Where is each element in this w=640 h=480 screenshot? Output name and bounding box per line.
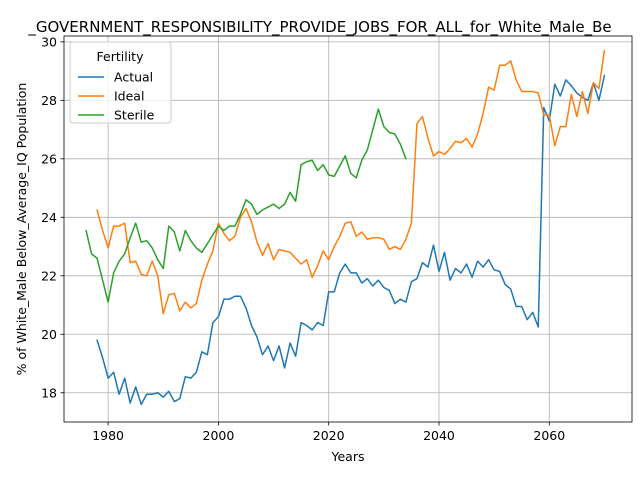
legend-label-sterile: Sterile — [114, 108, 155, 123]
plot-frame — [63, 35, 633, 423]
series-line-sterile — [85, 108, 407, 303]
legend-items: Actual Ideal Sterile — [78, 70, 155, 123]
legend-title: Fertility — [97, 49, 145, 64]
y-tick-label: 22 — [41, 268, 57, 283]
legend-label-actual: Actual — [114, 70, 153, 85]
axis-ticks: 1980 2000 2020 2040 2060 18 20 22 24 26 28 30 — [41, 34, 565, 443]
y-tick-label: 20 — [41, 327, 57, 342]
y-tick-label: 24 — [41, 210, 57, 225]
series-line-actual — [96, 74, 606, 406]
legend-box — [69, 41, 172, 124]
x-tick-label: 2020 — [313, 428, 345, 443]
y-tick-label: 26 — [41, 151, 57, 166]
y-tick-label: 30 — [41, 34, 57, 49]
legend: Fertility Actual Ideal Sterile — [69, 41, 172, 124]
y-tick-label: 28 — [41, 93, 57, 108]
series-line-ideal — [96, 49, 606, 315]
y-tick-label: 18 — [41, 385, 57, 400]
x-tick-label: 1980 — [92, 428, 124, 443]
x-tick-label: 2040 — [423, 428, 455, 443]
series-lines — [85, 49, 606, 406]
x-axis-label: Years — [331, 449, 365, 464]
grid-lines — [64, 36, 632, 422]
y-axis-label: % of White_Male Below_Average_IQ Populat… — [14, 83, 29, 376]
chart-title: _GOVERNMENT_RESPONSIBILITY_PROVIDE_JOBS_… — [27, 18, 611, 37]
legend-label-ideal: Ideal — [114, 89, 144, 104]
x-tick-label: 2060 — [533, 428, 565, 443]
x-tick-label: 2000 — [203, 428, 235, 443]
